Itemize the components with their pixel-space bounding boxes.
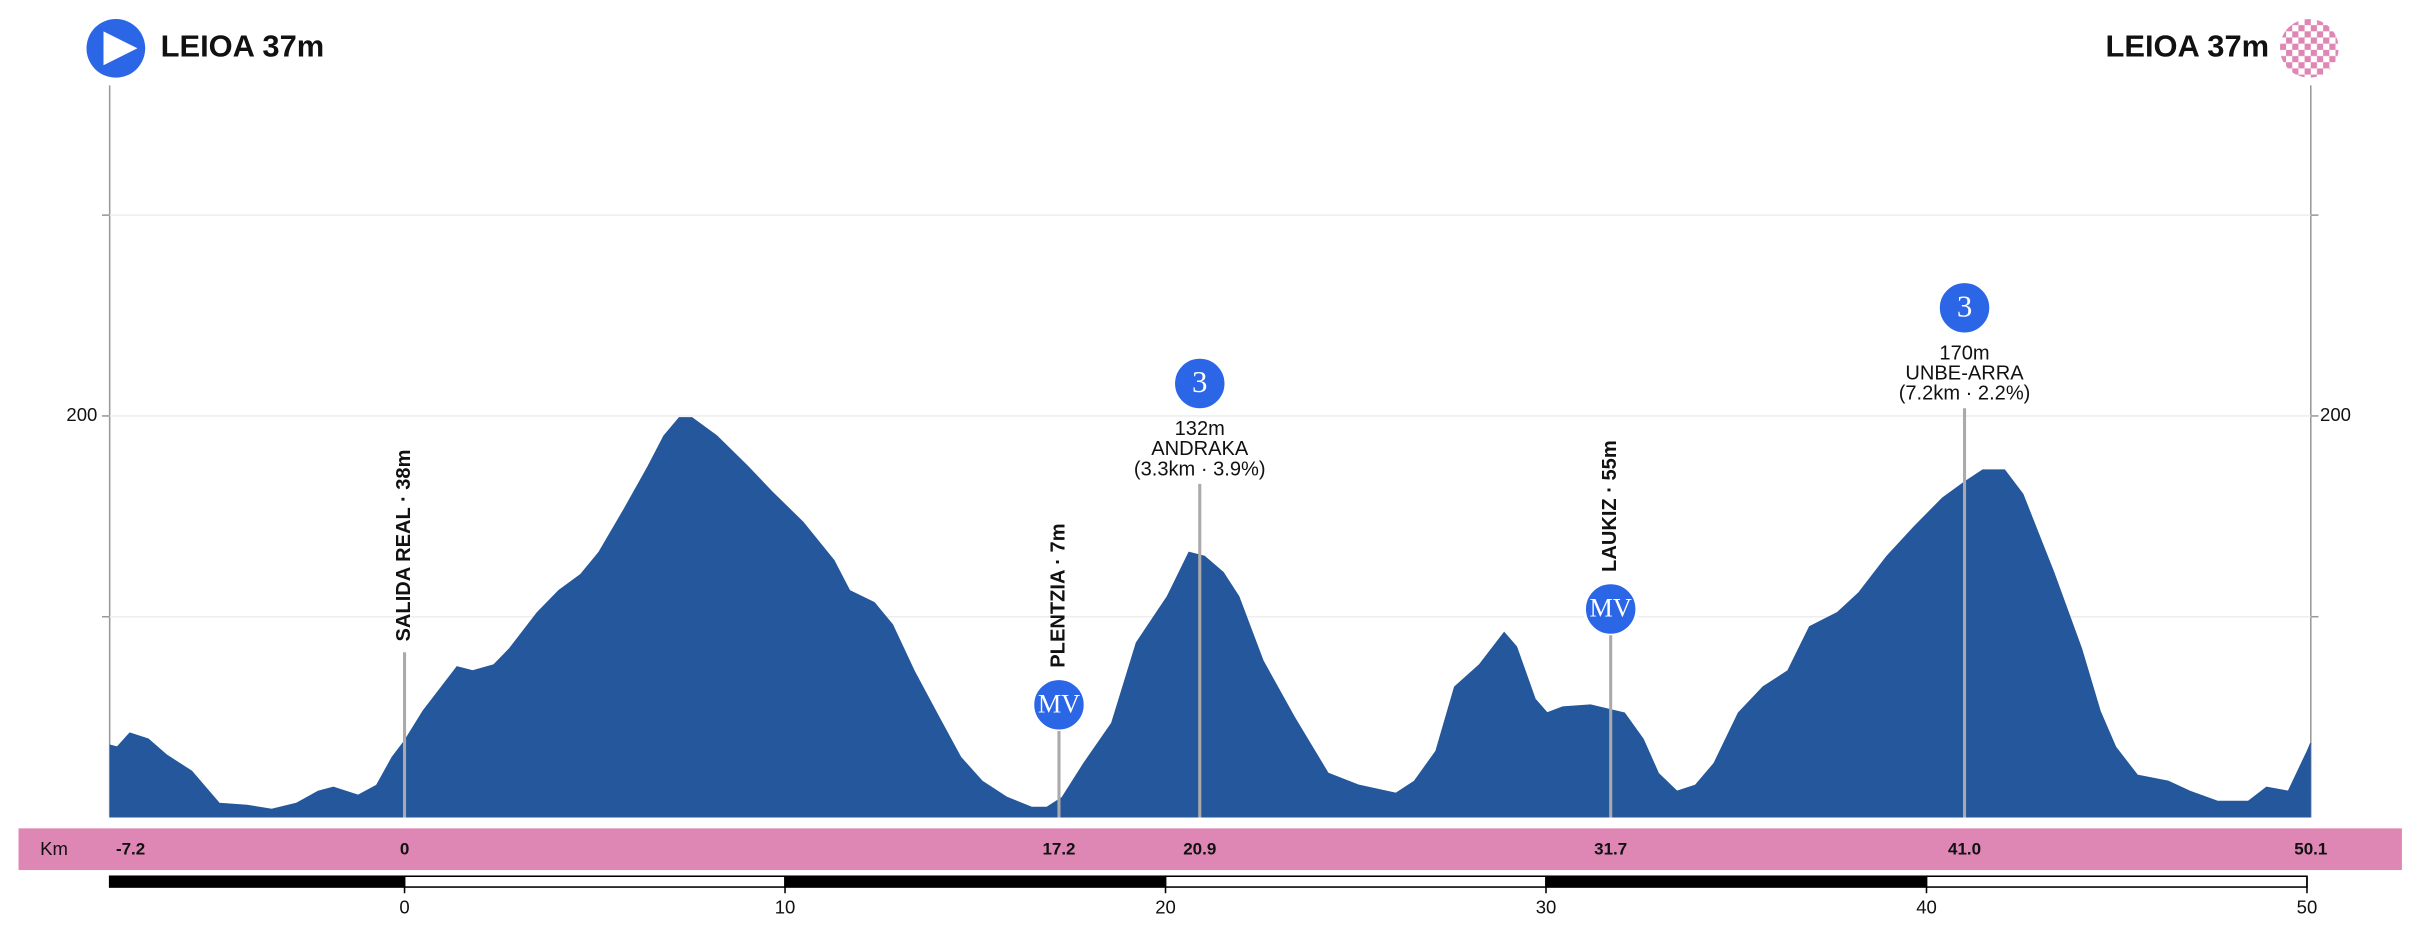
climb-detail: (7.2km · 2.2%) [1899, 383, 2031, 405]
km-bar [18, 828, 2402, 871]
scale-segment [108, 875, 406, 888]
climb-detail: (3.3km · 3.9%) [1134, 458, 1266, 480]
checkpoint-label: LAUKIZ · 55m [1599, 440, 1621, 572]
scale-segment [1164, 875, 1547, 888]
start-label: LEIOA 37m [161, 28, 325, 63]
y-tick-label: 200 [66, 404, 97, 425]
climb-elevation: 170m [1939, 342, 1989, 364]
km-mark: 17.2 [1042, 839, 1075, 858]
climb-name: UNBE-ARRA [1905, 363, 2024, 385]
km-mark: 20.9 [1183, 839, 1216, 858]
x-tick-label: 0 [399, 897, 409, 918]
start-arrow [103, 31, 138, 66]
marker-label: MV [1038, 689, 1080, 718]
km-mark: -7.2 [116, 839, 145, 858]
climb-elevation: 132m [1175, 418, 1225, 440]
marker-label: 3 [1192, 364, 1207, 399]
checkpoint-label: PLENTZIA · 7m [1047, 523, 1069, 667]
km-mark: 31.7 [1594, 839, 1627, 858]
area-outline [109, 417, 2312, 811]
y-tick-label: 200 [2320, 404, 2351, 425]
x-tick-label: 30 [1536, 897, 1557, 918]
scale-segment [403, 875, 786, 888]
x-tick-label: 40 [1916, 897, 1937, 918]
scale-segment [784, 875, 1167, 888]
x-tick-label: 50 [2297, 897, 2318, 918]
climb-marker [1171, 355, 1228, 412]
km-mark: 41.0 [1948, 839, 1981, 858]
km-label: Km [40, 838, 68, 859]
marker-label: MV [1590, 594, 1632, 623]
km-mark: 50.1 [2294, 839, 2327, 858]
area-fill [109, 417, 2311, 818]
climb-marker [1031, 676, 1087, 733]
km-mark: 0 [400, 839, 409, 858]
finish-label: LEIOA 37m [2106, 28, 2270, 63]
climb-marker [1936, 280, 1993, 336]
x-tick-label: 20 [1155, 897, 1176, 918]
marker-label: 3 [1957, 288, 1972, 323]
scale-segment [1545, 875, 1928, 888]
finish-icon [2279, 18, 2339, 78]
x-tick-label: 10 [775, 897, 796, 918]
climb-name: ANDRAKA [1151, 438, 1249, 460]
scale-segment [1925, 875, 2308, 888]
checkpoint-label: SALIDA REAL · 38m [393, 450, 415, 642]
